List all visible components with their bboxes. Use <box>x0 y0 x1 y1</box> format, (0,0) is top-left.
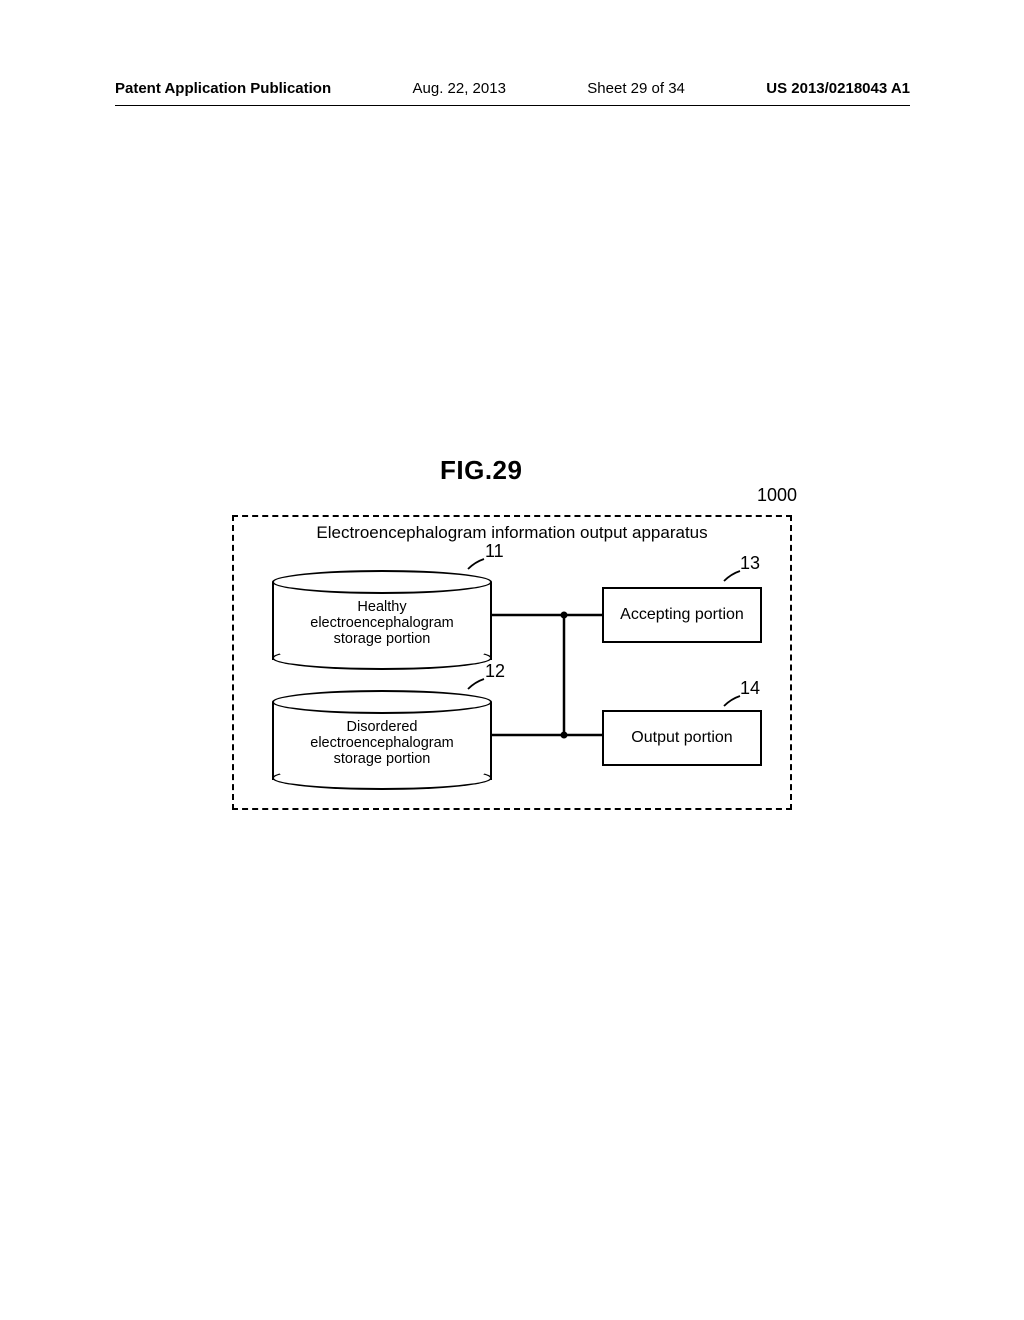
page-header: Patent Application Publication Aug. 22, … <box>115 80 910 97</box>
disordered-storage-cylinder: Disorderedelectroencephalogramstorage po… <box>272 690 492 780</box>
figure-label: FIG.29 <box>440 455 522 486</box>
healthy-storage-cylinder: Healthyelectroencephalogramstorage porti… <box>272 570 492 660</box>
system-reference-number: 1000 <box>757 485 797 506</box>
block-diagram: 1000 Electroencephalogram information ou… <box>232 515 792 815</box>
sheet-number: Sheet 29 of 34 <box>587 80 685 97</box>
publication-date: Aug. 22, 2013 <box>413 80 506 97</box>
publication-label: Patent Application Publication <box>115 80 331 97</box>
connectors <box>232 515 792 815</box>
disordered-storage-label: Disorderedelectroencephalogramstorage po… <box>272 720 492 768</box>
cylinder-top <box>272 690 492 714</box>
publication-number: US 2013/0218043 A1 <box>766 80 910 97</box>
healthy-storage-label: Healthyelectroencephalogramstorage porti… <box>272 600 492 648</box>
cylinder-top <box>272 570 492 594</box>
header-rule <box>115 105 910 106</box>
